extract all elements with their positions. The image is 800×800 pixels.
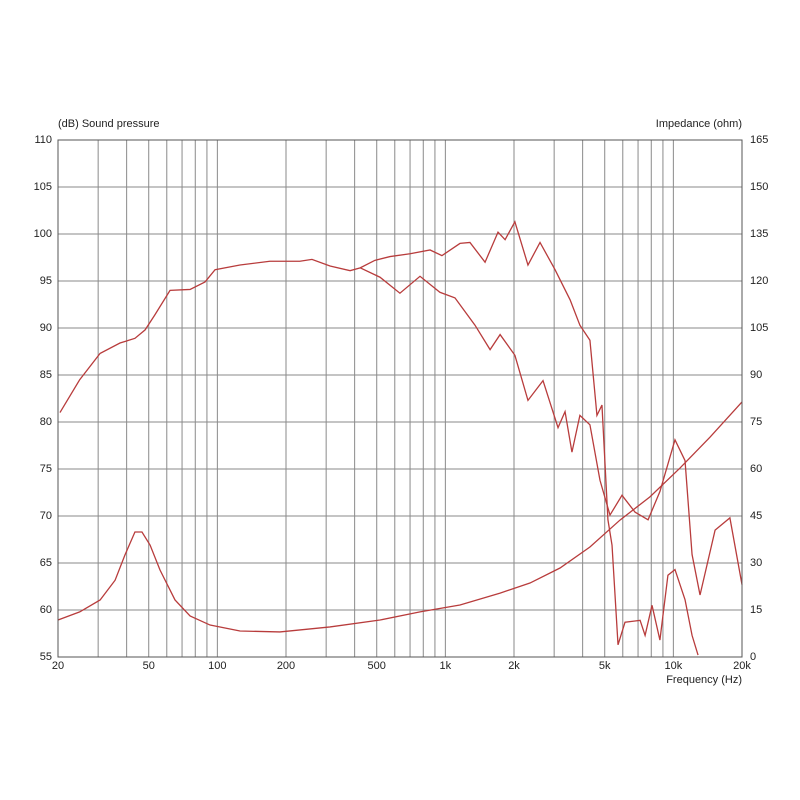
x-axis-label: Frequency (Hz) [666, 674, 742, 686]
y-tick-label: 90 [40, 322, 52, 334]
plot-frame [57, 139, 743, 658]
y2-tick-label: 150 [750, 181, 768, 193]
y2-tick-label: 135 [750, 228, 768, 240]
x-tick-label: 5k [599, 660, 611, 672]
y2-tick-label: 15 [750, 604, 762, 616]
y-tick-label: 55 [40, 651, 52, 663]
x-tick-label: 20k [733, 660, 751, 672]
curve [57, 401, 743, 633]
y2-tick-label: 0 [750, 651, 756, 663]
y2-tick-label: 105 [750, 322, 768, 334]
x-tick-label: 100 [208, 660, 226, 672]
y-tick-label: 85 [40, 369, 52, 381]
curve [59, 220, 699, 656]
y-tick-label: 95 [40, 275, 52, 287]
y2-tick-label: 90 [750, 369, 762, 381]
y-tick-label: 110 [34, 134, 52, 146]
y-tick-label: 60 [40, 604, 52, 616]
y-tick-label: 100 [34, 228, 52, 240]
x-tick-label: 200 [277, 660, 295, 672]
curves [57, 220, 743, 656]
x-tick-label: 1k [440, 660, 452, 672]
x-tick-label: 50 [143, 660, 155, 672]
y2-tick-label: 75 [750, 416, 762, 428]
curve [359, 267, 743, 596]
x-tick-label: 500 [368, 660, 386, 672]
y2-tick-label: 30 [750, 557, 762, 569]
y2-tick-label: 165 [750, 134, 768, 146]
x-tick-label: 2k [508, 660, 520, 672]
y2-tick-label: 45 [750, 510, 762, 522]
y2-tick-label: 120 [750, 275, 768, 287]
y-tick-label: 65 [40, 557, 52, 569]
y-tick-label: 105 [34, 181, 52, 193]
x-tick-label: 20 [52, 660, 64, 672]
y-tick-label: 80 [40, 416, 52, 428]
y-axis-label: (dB) Sound pressure [58, 118, 160, 130]
y-tick-label: 75 [40, 463, 52, 475]
y2-axis-label: Impedance (ohm) [656, 118, 742, 130]
y2-tick-label: 60 [750, 463, 762, 475]
y-tick-label: 70 [40, 510, 52, 522]
x-tick-label: 10k [664, 660, 682, 672]
